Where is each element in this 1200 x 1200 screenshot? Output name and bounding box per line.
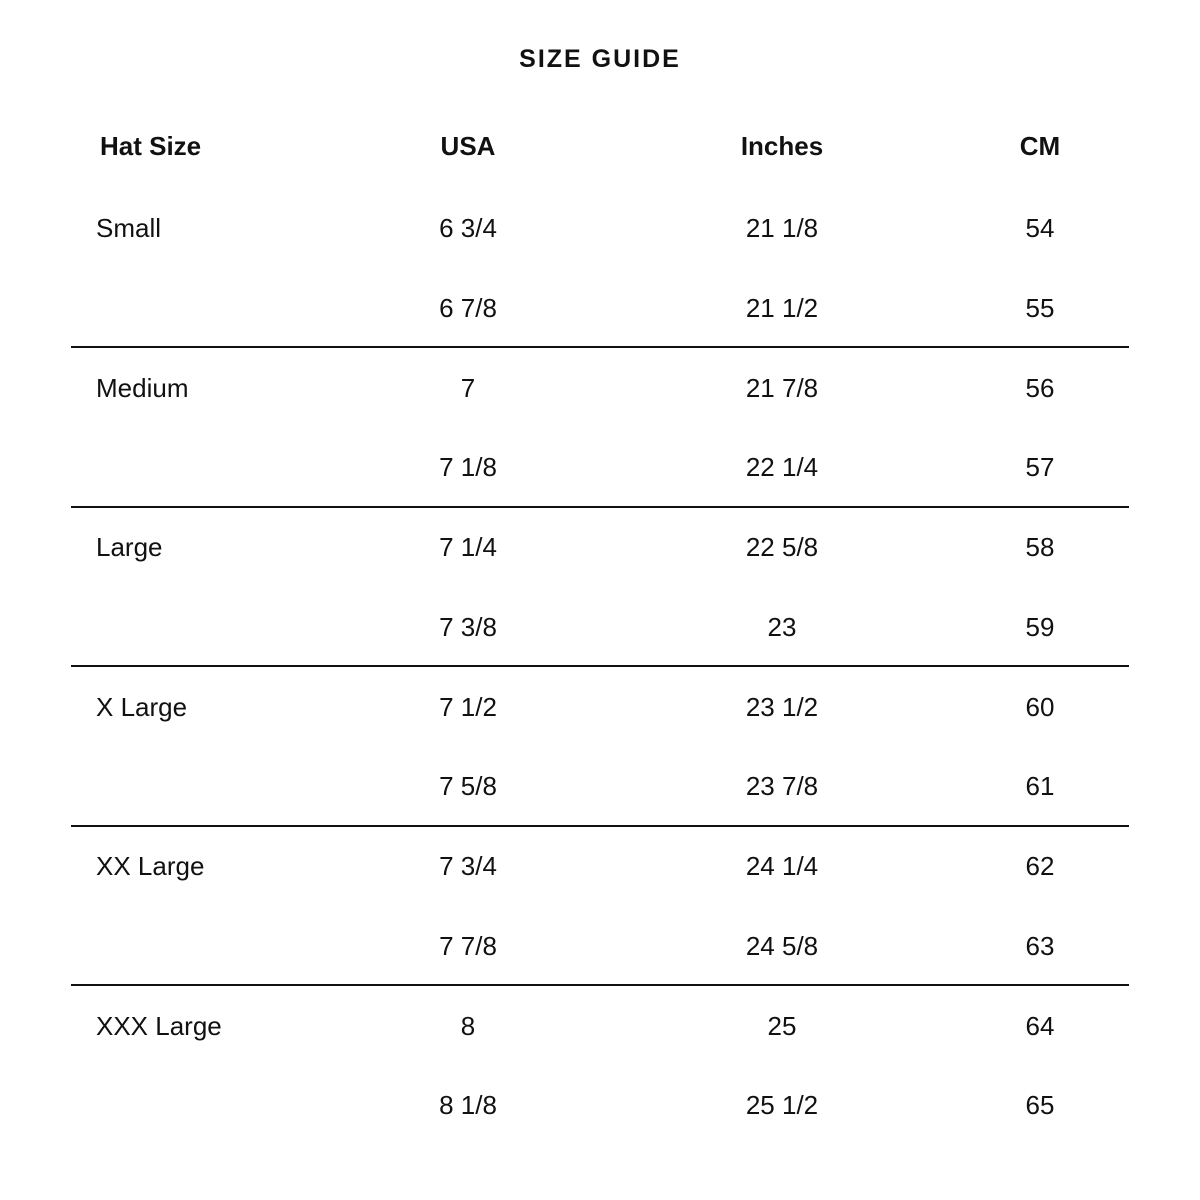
usa-cell: 6 3/4 (439, 213, 497, 243)
cm-cell: 64 (1025, 1010, 1055, 1041)
hat-size-label: XX Large (96, 851, 205, 881)
cm-cell: 62 (1025, 851, 1055, 881)
cm-cell: 56 (1025, 372, 1055, 403)
inches-cell: 23 1/2 (745, 691, 819, 722)
header-cm: CM (1019, 131, 1061, 161)
usa-cell: 7 1/4 (439, 532, 497, 562)
usa-cell: 8 (460, 1010, 476, 1041)
inches-cell: 21 1/8 (745, 213, 819, 243)
cm-cell: 55 (1025, 292, 1055, 323)
cm-cell: 58 (1025, 532, 1055, 562)
inches-cell: 22 5/8 (745, 532, 819, 562)
header-hat-size: Hat Size (100, 131, 202, 161)
usa-cell: 7 5/8 (439, 771, 497, 801)
usa-cell: 7 1/8 (439, 452, 497, 482)
inches-cell: 23 (767, 611, 797, 642)
group-divider (71, 665, 1129, 667)
cm-cell: 59 (1025, 611, 1055, 642)
inches-cell: 25 (767, 1010, 797, 1041)
usa-cell: 7 3/4 (439, 851, 497, 881)
inches-cell: 22 1/4 (745, 452, 819, 482)
group-divider (71, 984, 1129, 986)
inches-cell: 21 7/8 (745, 372, 819, 403)
cm-cell: 61 (1025, 771, 1055, 801)
usa-cell: 6 7/8 (439, 292, 497, 323)
group-divider (71, 505, 1129, 508)
inches-cell: 25 1/2 (745, 1090, 819, 1120)
group-divider (71, 824, 1129, 827)
cm-cell: 57 (1025, 452, 1055, 482)
cm-cell: 65 (1025, 1090, 1055, 1120)
inches-cell: 24 1/4 (745, 851, 819, 881)
cm-cell: 54 (1025, 213, 1055, 243)
header-inches: Inches (740, 131, 824, 161)
cm-cell: 60 (1025, 691, 1055, 722)
hat-size-label: Large (96, 532, 163, 562)
cm-cell: 63 (1025, 930, 1055, 961)
group-divider (71, 346, 1129, 348)
usa-cell: 7 7/8 (439, 930, 497, 961)
usa-cell: 7 (460, 372, 476, 403)
hat-size-label: Small (96, 213, 162, 243)
hat-size-label: X Large (96, 691, 188, 722)
header-usa: USA (440, 131, 496, 161)
inches-cell: 24 5/8 (745, 930, 819, 961)
inches-cell: 21 1/2 (745, 292, 819, 323)
usa-cell: 8 1/8 (439, 1090, 497, 1120)
usa-cell: 7 1/2 (439, 691, 497, 722)
usa-cell: 7 3/8 (439, 611, 497, 642)
page-title: SIZE GUIDE (519, 45, 681, 73)
inches-cell: 23 7/8 (745, 771, 819, 801)
hat-size-label: Medium (96, 372, 189, 403)
hat-size-label: XXX Large (96, 1010, 222, 1041)
